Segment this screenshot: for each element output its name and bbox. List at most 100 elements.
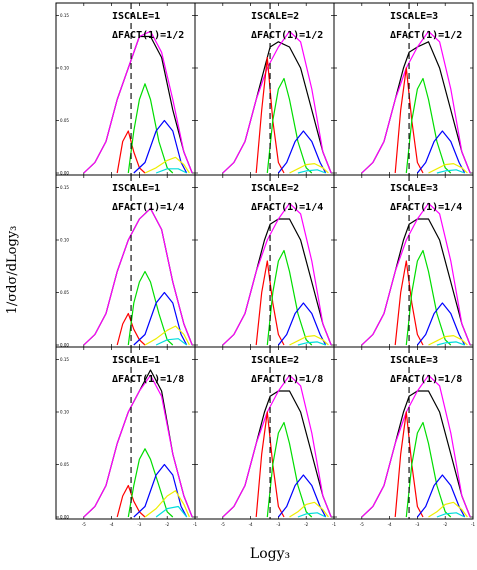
series-line-cyan — [297, 341, 326, 346]
series-line-cyan — [436, 341, 465, 346]
panel-7: 0.00 0.05 0.10 0.15 -5 -4 -3 -2 -1 ISCALE=1 ΔFACT(… — [55, 346, 197, 527]
series-line-green — [266, 421, 313, 518]
x-tick-label: -1 — [193, 522, 197, 527]
panel-frame — [55, 346, 196, 520]
series-line-yellow — [144, 490, 190, 518]
series-line-yellow — [428, 335, 468, 346]
panel-label-iscale: ISCALE=2 — [251, 355, 299, 366]
series-line-red — [255, 260, 285, 346]
series-line-cyan — [155, 505, 188, 518]
series-line-yellow — [428, 163, 468, 174]
y-tick-label: 0.10 — [60, 238, 69, 243]
panel-6: ISCALE=3 ΔFACT(1)=1/4 — [333, 174, 474, 348]
series-line-cyan — [436, 512, 465, 518]
y-tick-label: 0.05 — [60, 290, 69, 295]
y-tick-label: 0.15 — [60, 13, 69, 18]
y-tick-label: 0.15 — [60, 185, 69, 190]
series-line-green — [127, 83, 174, 174]
series-line-yellow — [289, 335, 329, 346]
panel-grid: 0.000.050.100.15 ISCALE=1ΔFACT(1)=1/2ISCA… — [55, 2, 475, 527]
panel-label-iscale: ISCALE=2 — [251, 183, 299, 194]
series-line-yellow — [144, 156, 190, 174]
series-line-yellow — [289, 501, 329, 518]
x-tick-label: -1 — [332, 522, 336, 527]
series-line-yellow — [144, 325, 190, 346]
series-line-green — [266, 77, 313, 174]
series-line-blue — [133, 463, 188, 518]
x-tick-label: -3 — [415, 522, 419, 527]
series-line-blue — [277, 130, 327, 174]
series-line-yellow — [289, 163, 329, 174]
panel-frame — [333, 346, 474, 520]
x-tick-label: -3 — [276, 522, 280, 527]
series-line-magenta — [222, 202, 332, 346]
panel-4: 0.00 0.05 0.10 0.15 ISCALE=1 ΔFACT(1)=1/4 — [55, 174, 196, 348]
series-line-red — [116, 484, 146, 518]
panel-label-afact: ΔFACT(1)=1/2 — [112, 30, 184, 41]
series-line-black — [83, 369, 193, 518]
panel-frame — [333, 174, 474, 348]
panel-label-iscale: ISCALE=1 — [112, 11, 160, 22]
series-line-magenta — [222, 374, 332, 518]
series-line-blue — [416, 302, 466, 346]
panel-label-afact: ΔFACT(1)=1/8 — [251, 374, 323, 385]
x-tick-label: -2 — [443, 522, 447, 527]
panel-5: ISCALE=2 ΔFACT(1)=1/4 — [194, 174, 335, 348]
panel-label-iscale: ISCALE=3 — [390, 11, 438, 22]
y-tick-label: 0.15 — [60, 357, 69, 362]
panel-label-afact: ΔFACT(1)=1/4 — [390, 202, 462, 213]
panel-9: -5 -4 -3 -2 -1 ISCALE=3 ΔFACT(1)=1/8 — [333, 346, 475, 527]
y-tick-label: 0.05 — [60, 118, 69, 123]
series-line-green — [266, 249, 313, 346]
panel-label-afact: ΔFACT(1)=1/8 — [112, 374, 184, 385]
series-line-green — [405, 421, 452, 518]
panel-label-afact: ΔFACT(1)=1/8 — [390, 374, 462, 385]
series-line-cyan — [297, 169, 326, 174]
panel-label-iscale: ISCALE=3 — [390, 183, 438, 194]
series-line-magenta — [361, 374, 471, 518]
panel-label-afact: ΔFACT(1)=1/2 — [251, 30, 323, 41]
series-line-blue — [277, 302, 327, 346]
series-line-green — [405, 77, 452, 174]
panel-2: ISCALE=2 ΔFACT(1)=1/2 — [194, 2, 335, 176]
y-tick-label: 0.00 — [60, 343, 69, 348]
series-line-magenta — [361, 30, 471, 174]
series-line-magenta — [83, 30, 193, 174]
x-tick-label: -4 — [388, 522, 392, 527]
panel-frame — [194, 174, 335, 348]
panel-label-afact: ΔFACT(1)=1/2 — [390, 30, 462, 41]
panel-3: ISCALE=3 ΔFACT(1)=1/2 — [333, 2, 474, 176]
x-tick-label: -4 — [110, 522, 114, 527]
series-line-cyan — [155, 168, 187, 174]
y-tick-label: 0.00 — [60, 515, 69, 520]
series-line-magenta — [83, 207, 193, 346]
y-tick-label: 0.05 — [60, 462, 69, 467]
panel-frame — [55, 174, 196, 348]
series-line-blue — [416, 130, 466, 174]
series-line-magenta — [83, 374, 193, 518]
y-tick-label: 0.10 — [60, 410, 69, 415]
series-line-green — [405, 249, 452, 346]
x-tick-label: -4 — [249, 522, 253, 527]
panel-1: 0.00 0.05 0.10 0.15 ISCALE=1 ΔFACT(1)=1/2 — [55, 2, 196, 176]
x-tick-label: -5 — [82, 522, 86, 527]
series-line-magenta — [361, 202, 471, 346]
series-line-red — [394, 260, 424, 346]
panel-label-iscale: ISCALE=3 — [390, 355, 438, 366]
panel-label-iscale: ISCALE=2 — [251, 11, 299, 22]
series-line-cyan — [155, 338, 188, 346]
series-line-red — [116, 130, 146, 174]
y-axis-label: 1/σdσ/dLogy₃ — [5, 226, 20, 315]
series-line-green — [127, 270, 174, 346]
x-tick-label: -2 — [165, 522, 169, 527]
x-tick-label: -2 — [304, 522, 308, 527]
x-tick-label: -3 — [137, 522, 141, 527]
series-line-blue — [133, 291, 188, 346]
panel-label-afact: ΔFACT(1)=1/4 — [251, 202, 323, 213]
series-line-cyan — [436, 169, 465, 174]
panel-label-iscale: ISCALE=1 — [112, 183, 160, 194]
panel-frame — [55, 2, 196, 176]
x-tick-label: -5 — [360, 522, 364, 527]
panel-label-iscale: ISCALE=1 — [112, 355, 160, 366]
